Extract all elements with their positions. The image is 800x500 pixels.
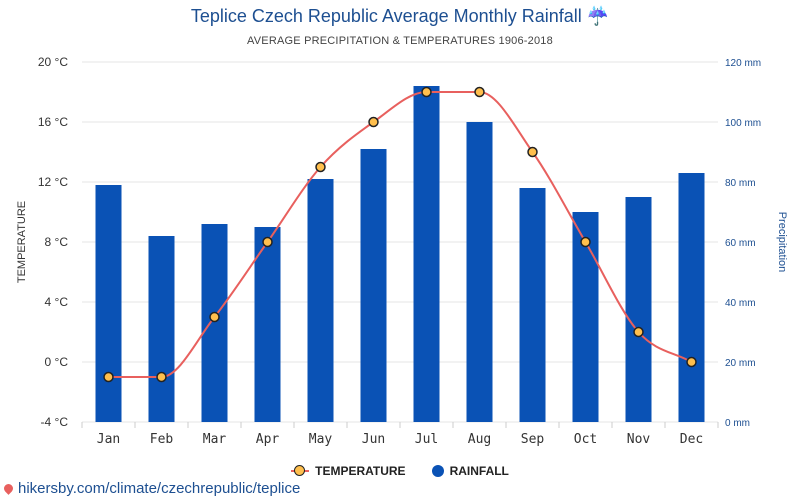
y-left-tick-label: 20 °C (38, 55, 68, 69)
source-link[interactable]: hikersby.com/climate/czechrepublic/tepli… (2, 480, 300, 497)
y-right-tick-label: 20 mm (725, 358, 756, 369)
legend-item-rainfall[interactable]: RAINFALL (431, 464, 509, 478)
temperature-point (474, 86, 485, 98)
x-tick-label: Apr (256, 432, 280, 447)
temperature-point (686, 356, 697, 368)
x-tick-label: Jan (97, 432, 120, 447)
y-left-tick-label: 12 °C (38, 175, 68, 189)
chart-subtitle: AVERAGE PRECIPITATION & TEMPERATURES 190… (247, 35, 553, 47)
rainfall-bar (95, 185, 122, 422)
legend: TEMPERATURE RAINFALL (0, 464, 800, 478)
rainfall-bar (201, 224, 228, 422)
temperature-point (262, 236, 273, 248)
y-left-tick-label: -4 °C (41, 415, 69, 429)
y-right-tick-label: 60 mm (725, 238, 756, 249)
temperature-point (580, 236, 591, 248)
temperature-point (633, 326, 644, 338)
x-tick-label: Jun (362, 432, 385, 447)
temperature-line-icon (291, 465, 310, 477)
x-tick-label: Feb (150, 432, 174, 447)
y-right-tick-label: 40 mm (725, 298, 756, 309)
y-left-tick-label: 0 °C (45, 355, 69, 369)
chart-canvas: -4 °C 0 °C 4 °C 8 °C 12 °C 16 °C 20 °C 0 mm 20 m… (16, 55, 788, 447)
x-tick-label: Mar (203, 432, 227, 447)
rainfall-bar (413, 86, 440, 422)
x-tick-label: Dec (680, 432, 703, 447)
rainfall-bar (466, 122, 493, 422)
y-left-axis-title: TEMPERATURE (16, 201, 28, 283)
rainfall-bar (254, 227, 281, 422)
y-left-tick-label: 16 °C (38, 115, 68, 129)
temperature-line (108, 91, 692, 378)
y-right-tick-label: 80 mm (725, 178, 756, 189)
legend-label-temperature: TEMPERATURE (315, 464, 406, 478)
y-left-tick-label: 8 °C (45, 235, 69, 249)
rainfall-dot-icon (431, 465, 444, 477)
temperature-point (527, 146, 538, 158)
y-right-axis-title: Precipitation (776, 212, 788, 273)
x-tick-label: Jul (415, 432, 438, 447)
x-tick-label: May (309, 432, 333, 447)
rainfall-bar (625, 197, 652, 422)
x-tick-label: Oct (574, 432, 597, 447)
x-tick-label: Aug (468, 432, 491, 447)
y-right-tick-label: 120 mm (725, 58, 761, 69)
legend-item-temperature[interactable]: TEMPERATURE (291, 464, 406, 478)
temperature-point (421, 86, 432, 98)
rainfall-bar (360, 149, 387, 422)
rainfall-bar (519, 188, 546, 422)
rainfall-bar (148, 236, 175, 422)
temperature-point (103, 371, 114, 383)
temperature-point (209, 311, 220, 323)
chart-title: Teplice Czech Republic Average Monthly R… (190, 6, 610, 26)
x-tick-label: Sep (521, 432, 545, 447)
y-right-tick-label: 0 mm (725, 418, 750, 429)
temperature-point (156, 371, 167, 383)
temperature-point (315, 161, 326, 173)
location-pin-icon (2, 482, 15, 495)
x-tick-label: Nov (627, 432, 651, 447)
temperature-point (368, 116, 379, 128)
rainfall-bar (307, 179, 334, 422)
y-right-tick-label: 100 mm (725, 118, 761, 129)
rainfall-bar (678, 173, 705, 422)
source-text: hikersby.com/climate/czechrepublic/tepli… (18, 480, 301, 497)
legend-label-rainfall: RAINFALL (449, 464, 509, 478)
y-left-tick-label: 4 °C (45, 295, 69, 309)
